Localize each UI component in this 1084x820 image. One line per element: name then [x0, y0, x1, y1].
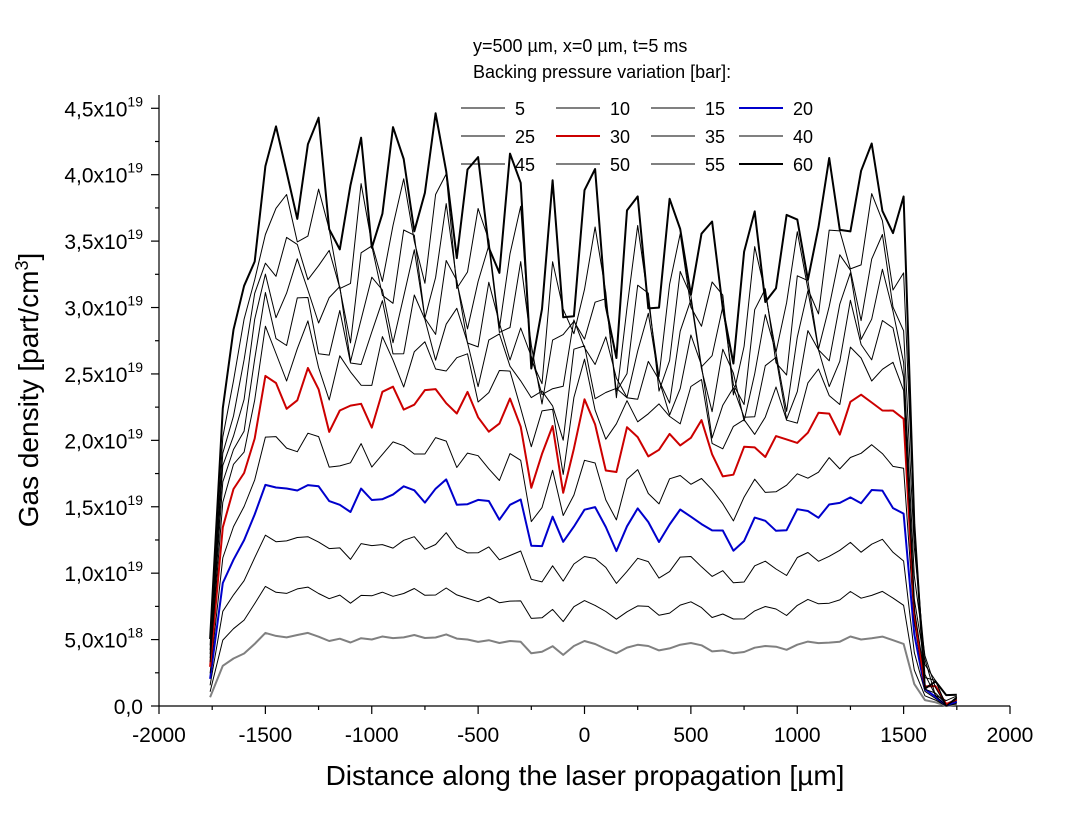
y-tick-label: 2,5x1019: [64, 359, 143, 387]
legend-label-10: 10: [610, 99, 630, 119]
legend-label-40: 40: [793, 127, 813, 147]
legend-label-30: 30: [610, 127, 630, 147]
x-tick-label: -500: [457, 724, 499, 747]
series-line-20: [209, 478, 958, 707]
y-tick-exponent: 19: [127, 293, 143, 309]
x-tick-label: 1000: [774, 724, 821, 747]
y-tick-mantissa: 3,0x10: [64, 298, 127, 321]
series-layer: [209, 112, 958, 707]
series-line-5: [209, 631, 957, 707]
y-tick-label: 3,0x1019: [64, 293, 143, 321]
y-tick-mantissa: 5,0x10: [64, 630, 127, 653]
legend-label-60: 60: [793, 155, 813, 175]
legend-label-55: 55: [705, 155, 725, 175]
x-tick-label: -1500: [239, 724, 293, 747]
y-axis-title-main: Gas density [part/cm: [13, 271, 44, 528]
y-axis-title: Gas density [part/cm3]: [12, 253, 44, 528]
x-tick-label: 500: [673, 724, 708, 747]
series-line-30: [209, 367, 958, 705]
series-line-35: [209, 320, 958, 707]
legend-label-20: 20: [793, 99, 813, 119]
y-tick-exponent: 19: [127, 93, 143, 109]
y-tick-label: 1,5x1019: [64, 492, 143, 520]
y-tick-mantissa: 1,5x10: [64, 497, 127, 520]
y-tick-exponent: 19: [127, 558, 143, 574]
series-line-50: [209, 203, 958, 707]
legend-label-50: 50: [610, 155, 630, 175]
y-tick-mantissa: 0,0: [114, 696, 143, 719]
y-tick-mantissa: 3,5x10: [64, 231, 127, 254]
legend-label-25: 25: [515, 127, 535, 147]
y-tick-label: 4,5x1019: [64, 93, 143, 121]
series-line-10: [209, 585, 957, 707]
axes: -2000 -1500 -1000 -500 0 500 1000 1500 2000 0,0 5,…: [64, 93, 1033, 747]
y-tick-mantissa: 2,0x10: [64, 430, 127, 453]
y-tick-mantissa: 4,5x10: [64, 98, 127, 121]
y-tick-mantissa: 1,0x10: [64, 563, 127, 586]
y-axis-title-close: ]: [13, 253, 44, 261]
legend-label-35: 35: [705, 127, 725, 147]
x-tick-label: -2000: [132, 724, 186, 747]
y-tick-label: 5,0x1018: [64, 625, 143, 653]
x-tick-label: 2000: [987, 724, 1034, 747]
y-tick-exponent: 19: [127, 492, 143, 508]
legend-label-45: 45: [515, 155, 535, 175]
annotation-line-2: Backing pressure variation [bar]:: [473, 62, 731, 82]
legend-label-15: 15: [705, 99, 725, 119]
y-tick-exponent: 19: [127, 359, 143, 375]
annotation-line-1: y=500 µm, x=0 µm, t=5 ms: [473, 36, 687, 56]
y-tick-label: 2,0x1019: [64, 425, 143, 453]
y-tick-exponent: 19: [127, 226, 143, 242]
series-line-40: [209, 292, 958, 707]
series-line-55: [209, 173, 958, 702]
x-tick-label: 1500: [880, 724, 927, 747]
series-line-25: [209, 432, 957, 705]
y-tick-label: 4,0x1019: [64, 160, 143, 188]
y-tick-exponent: 19: [127, 425, 143, 441]
y-tick-mantissa: 4,0x10: [64, 165, 127, 188]
x-tick-label: -1000: [345, 724, 399, 747]
x-axis-title: Distance along the laser propagation [µm…: [326, 760, 845, 791]
series-line-45: [209, 249, 958, 707]
y-tick-label: 3,5x1019: [64, 226, 143, 254]
y-axis-title-sup: 3: [12, 261, 32, 271]
y-tick-exponent: 19: [127, 160, 143, 176]
legend: 5 10 15 20 25 30 35 40 45 50 55 60: [461, 99, 813, 175]
y-tick-label: 1,0x1019: [64, 558, 143, 586]
y-tick-label: 0,0: [114, 696, 143, 719]
series-line-60: [209, 112, 957, 697]
y-tick-exponent: 18: [127, 625, 143, 641]
legend-label-5: 5: [515, 99, 525, 119]
x-tick-label: 0: [579, 724, 591, 747]
series-line-15: [209, 532, 957, 707]
y-tick-mantissa: 2,5x10: [64, 364, 127, 387]
